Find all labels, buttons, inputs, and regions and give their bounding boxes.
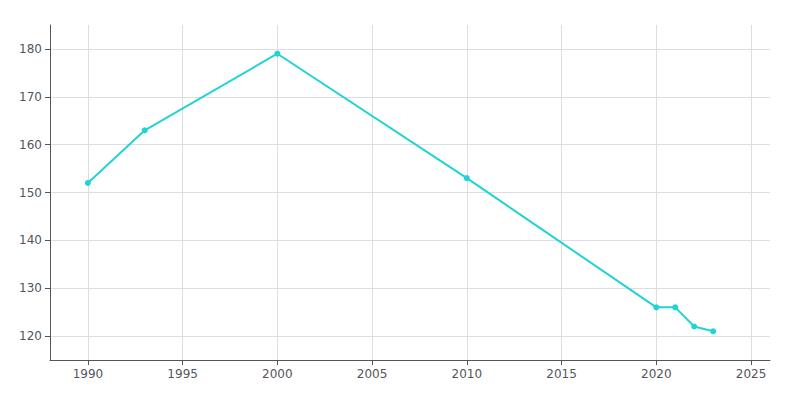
svg-text:2010: 2010 xyxy=(452,367,483,381)
svg-text:2015: 2015 xyxy=(546,367,577,381)
svg-text:2005: 2005 xyxy=(357,367,388,381)
svg-text:140: 140 xyxy=(19,233,42,247)
svg-text:160: 160 xyxy=(19,138,42,152)
svg-text:130: 130 xyxy=(19,281,42,295)
svg-text:2025: 2025 xyxy=(736,367,767,381)
svg-text:2000: 2000 xyxy=(262,367,293,381)
svg-text:120: 120 xyxy=(19,329,42,343)
svg-text:2020: 2020 xyxy=(641,367,672,381)
svg-text:150: 150 xyxy=(19,186,42,200)
svg-text:170: 170 xyxy=(19,90,42,104)
svg-text:1995: 1995 xyxy=(167,367,198,381)
svg-text:1990: 1990 xyxy=(73,367,104,381)
svg-text:180: 180 xyxy=(19,42,42,56)
